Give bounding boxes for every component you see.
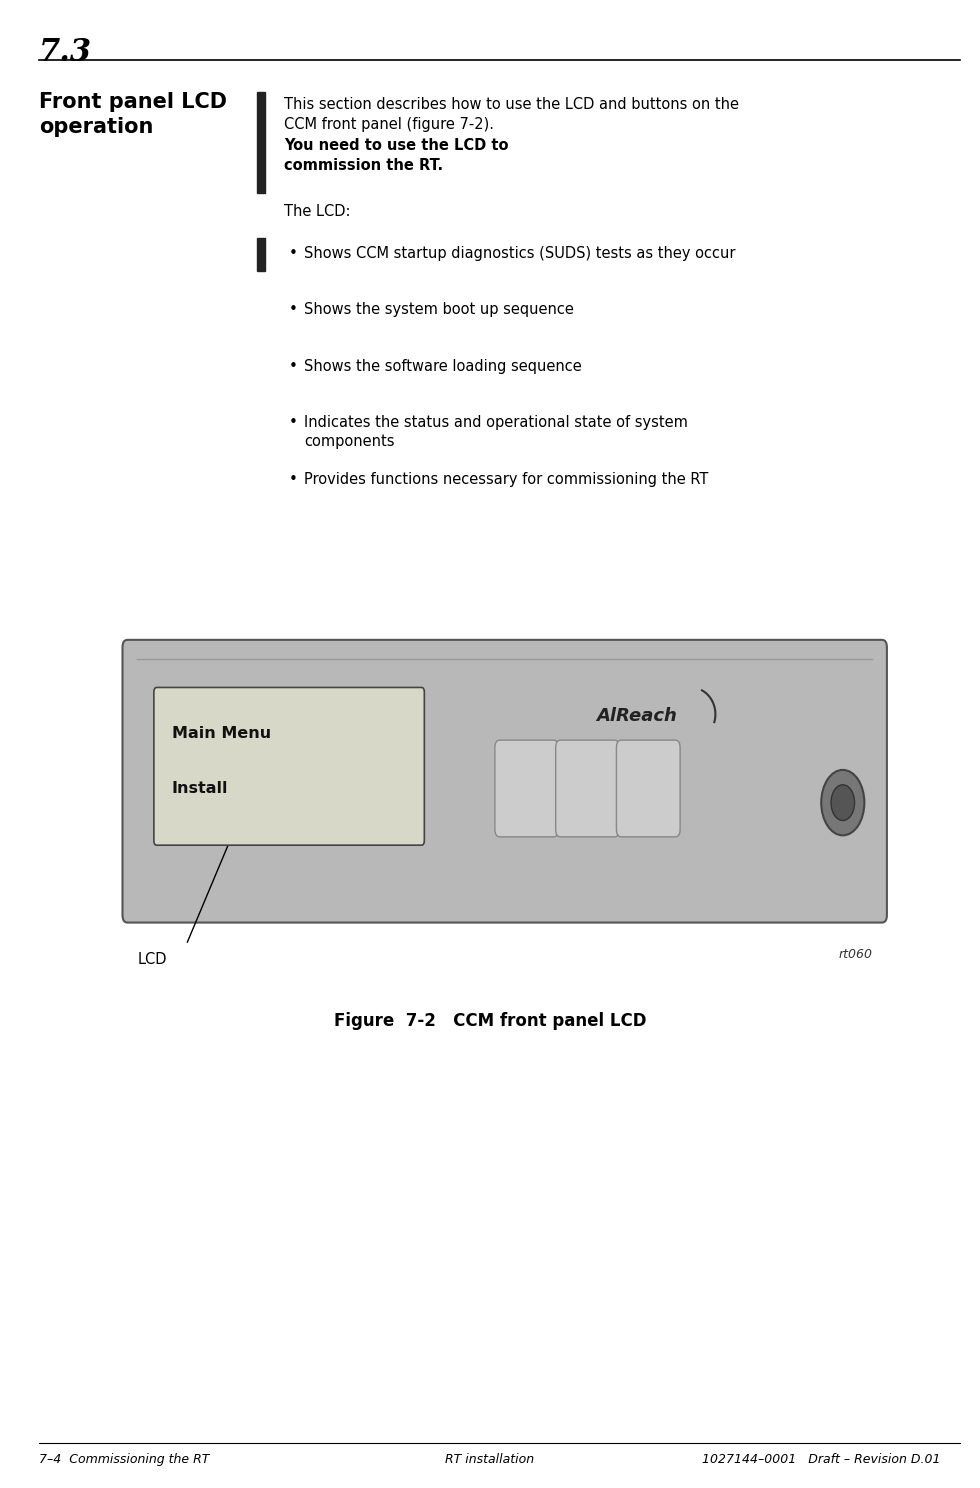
FancyBboxPatch shape — [616, 740, 680, 836]
FancyBboxPatch shape — [122, 640, 887, 923]
Text: BROADBAND: BROADBAND — [614, 744, 679, 754]
Text: rt060: rt060 — [838, 948, 872, 961]
Text: The LCD:: The LCD: — [284, 204, 351, 219]
Text: Install: Install — [172, 781, 228, 796]
Text: ↑: ↑ — [519, 743, 534, 760]
Text: •: • — [289, 472, 298, 487]
Text: ↓: ↓ — [580, 743, 595, 760]
Text: •: • — [289, 415, 298, 430]
Text: •: • — [289, 359, 298, 373]
Text: 1027144–0001   Draft – Revision D.01: 1027144–0001 Draft – Revision D.01 — [703, 1452, 941, 1466]
Text: Shows CCM startup diagnostics (SUDS) tests as they occur: Shows CCM startup diagnostics (SUDS) tes… — [304, 246, 735, 260]
Text: 7.3: 7.3 — [39, 37, 92, 68]
Text: AlReach: AlReach — [597, 707, 677, 725]
Text: This section describes how to use the LCD and buttons on the
CCM front panel (fi: This section describes how to use the LC… — [284, 97, 739, 131]
FancyBboxPatch shape — [154, 687, 424, 845]
Text: RT installation: RT installation — [446, 1452, 534, 1466]
Text: Indicates the status and operational state of system
components: Indicates the status and operational sta… — [304, 415, 688, 449]
Text: 7–4  Commissioning the RT: 7–4 Commissioning the RT — [39, 1452, 210, 1466]
Text: Figure  7-2   CCM front panel LCD: Figure 7-2 CCM front panel LCD — [334, 1012, 646, 1030]
Text: You need to use the LCD to
commission the RT.: You need to use the LCD to commission th… — [284, 138, 509, 173]
Circle shape — [831, 784, 855, 820]
Text: •: • — [289, 246, 298, 260]
Bar — [257, 238, 265, 271]
Text: Shows the system boot up sequence: Shows the system boot up sequence — [304, 302, 573, 317]
Text: LCD: LCD — [137, 952, 167, 967]
Text: Shows the software loading sequence: Shows the software loading sequence — [304, 359, 581, 373]
Text: Provides functions necessary for commissioning the RT: Provides functions necessary for commiss… — [304, 472, 709, 487]
Text: ENTER: ENTER — [632, 747, 664, 756]
Circle shape — [821, 769, 864, 835]
Bar — [257, 92, 265, 193]
FancyBboxPatch shape — [556, 740, 619, 836]
Text: Front panel LCD
operation: Front panel LCD operation — [39, 92, 227, 137]
Text: Main Menu: Main Menu — [172, 726, 270, 741]
FancyBboxPatch shape — [495, 740, 559, 836]
Text: •: • — [289, 302, 298, 317]
